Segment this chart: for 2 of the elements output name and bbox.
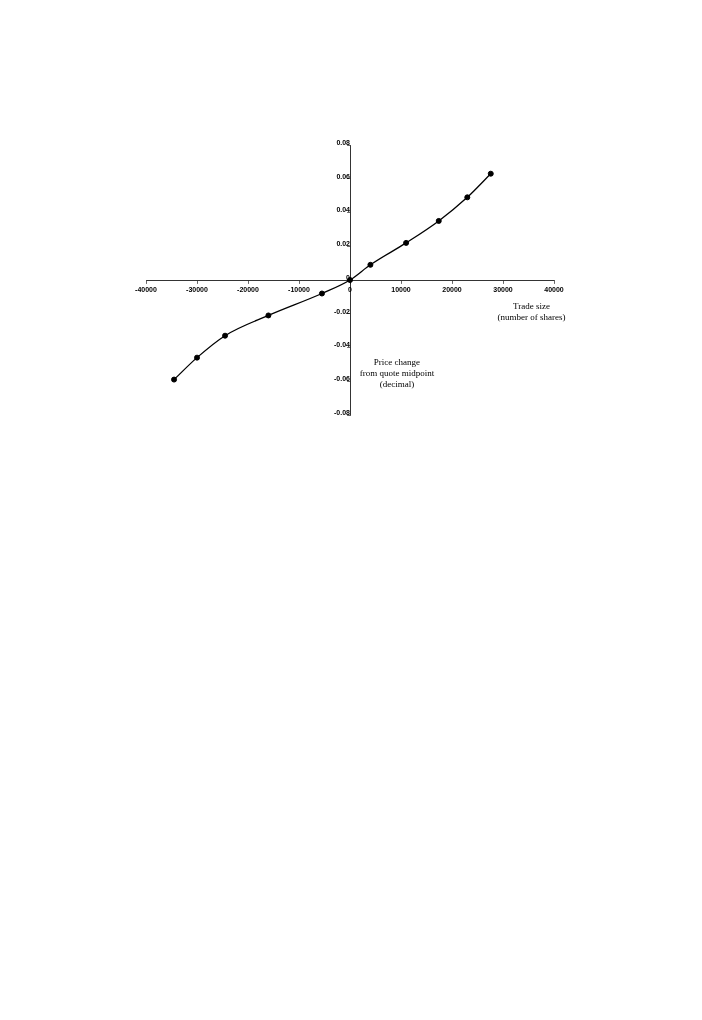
x-axis-title: Trade size (number of shares) [497, 301, 566, 323]
y-axis-title: Price change from quote midpoint (decimal) [359, 357, 435, 390]
